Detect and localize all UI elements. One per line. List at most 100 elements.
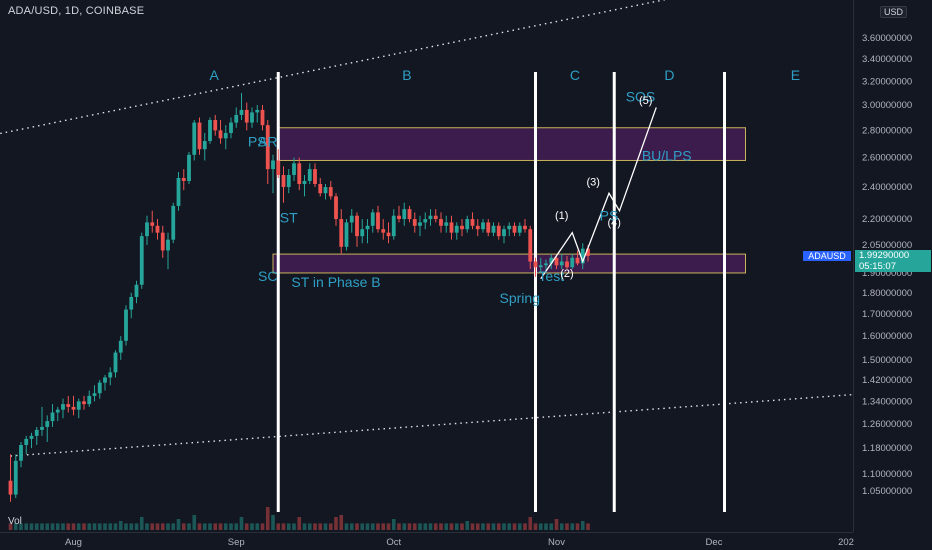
volume-bar xyxy=(40,523,44,530)
volume-bar xyxy=(244,523,249,530)
currency-badge[interactable]: USD xyxy=(880,6,908,18)
candle-body xyxy=(40,426,44,430)
candle-body xyxy=(92,393,97,396)
candle-body xyxy=(218,130,223,139)
candle-body xyxy=(512,225,517,233)
volume-bar xyxy=(197,523,202,530)
candle-body xyxy=(507,225,512,230)
candle-body xyxy=(470,219,475,226)
candle-body xyxy=(113,352,118,373)
candle-body xyxy=(192,122,197,155)
candle-body xyxy=(460,225,464,230)
price-tick-label: 1.90000000 xyxy=(862,268,912,279)
candle-body xyxy=(486,222,491,233)
candle-body xyxy=(176,177,181,206)
price-tick-label: 2.60000000 xyxy=(862,153,912,164)
volume-bar xyxy=(412,523,417,530)
candle-body xyxy=(150,222,155,226)
volume-bar xyxy=(391,519,396,530)
volume-bar xyxy=(208,523,212,530)
candle-body xyxy=(407,209,412,220)
candle-body xyxy=(349,215,354,223)
volume-bar xyxy=(139,517,144,530)
volume-bar xyxy=(276,523,281,530)
price-tick-label: 3.60000000 xyxy=(862,33,912,44)
volume-bar xyxy=(239,517,244,530)
candle-body xyxy=(61,404,65,410)
price-tick-label: 1.50000000 xyxy=(862,355,912,366)
candle-body xyxy=(355,215,359,237)
candle-body xyxy=(155,225,160,233)
annotation-st-in-phase-b: ST in Phase B xyxy=(291,274,380,290)
price-tick-label: 2.40000000 xyxy=(862,182,912,193)
price-tick-label: 2.20000000 xyxy=(862,214,912,225)
candle-body xyxy=(255,109,260,113)
candle-body xyxy=(213,120,218,131)
annotation-bu-lps: BU/LPS xyxy=(642,147,692,163)
annotation-4: (4) xyxy=(608,217,621,229)
volume-bar xyxy=(439,523,443,530)
candle-body xyxy=(8,480,13,495)
candle-body xyxy=(265,125,270,170)
volume-bar xyxy=(407,523,412,530)
candle-body xyxy=(187,154,191,181)
volume-bar xyxy=(507,523,512,530)
volume-bar xyxy=(470,523,475,530)
projection-path xyxy=(540,107,657,280)
candle-body xyxy=(271,160,275,170)
volume-bar xyxy=(286,523,291,530)
volume-bar xyxy=(92,523,97,530)
volume-bar xyxy=(61,523,65,530)
volume-bar xyxy=(323,523,328,530)
candle-body xyxy=(454,225,459,233)
trendline-1 xyxy=(0,0,667,135)
time-tick-label: Dec xyxy=(706,537,723,548)
volume-bar xyxy=(454,523,459,530)
volume-bar xyxy=(423,523,428,530)
volume-bar xyxy=(344,523,349,530)
candle-body xyxy=(202,141,207,150)
volume-bar xyxy=(554,519,559,530)
phase-label-E: E xyxy=(791,67,800,83)
candle-body xyxy=(82,401,86,405)
candle-body xyxy=(549,257,554,264)
volume-bar xyxy=(381,523,386,530)
candle-body xyxy=(76,401,81,410)
candle-body xyxy=(449,222,454,233)
candle-body xyxy=(281,174,286,188)
time-tick-label: Oct xyxy=(386,537,401,548)
candle-body xyxy=(97,382,102,394)
volume-bar xyxy=(402,523,407,530)
candle-body xyxy=(134,284,139,297)
phase-label-D: D xyxy=(664,67,674,83)
candle-body xyxy=(538,265,543,268)
volume-bar xyxy=(502,523,506,530)
candle-body xyxy=(286,174,291,188)
annotation-ps: PS xyxy=(600,208,619,224)
candle-body xyxy=(197,122,202,150)
candle-body xyxy=(365,225,370,230)
phase-label-C: C xyxy=(570,67,580,83)
symbol-title: ADA/USD, 1D, COINBASE xyxy=(8,5,145,17)
time-tick-label: Aug xyxy=(65,537,82,548)
volume-bar xyxy=(118,521,123,530)
candle-body xyxy=(433,215,438,220)
annotation-ps: PS xyxy=(248,133,267,149)
volume-bar xyxy=(418,523,422,530)
price-tick-label: 2.05000000 xyxy=(862,240,912,251)
volume-bar xyxy=(334,517,338,530)
zone-support xyxy=(272,253,746,274)
candle-body xyxy=(160,232,165,251)
candle-body xyxy=(323,187,328,194)
volume-bar xyxy=(580,521,585,530)
price-tick-label: 1.70000000 xyxy=(862,309,912,320)
volume-bar xyxy=(292,523,296,530)
candle-body xyxy=(580,248,585,264)
price-tick-label: 2.80000000 xyxy=(862,125,912,136)
candle-body xyxy=(66,404,71,407)
candle-body xyxy=(439,219,443,226)
volume-bar xyxy=(150,523,155,530)
candle-body xyxy=(87,395,92,405)
candle-body xyxy=(171,205,176,240)
